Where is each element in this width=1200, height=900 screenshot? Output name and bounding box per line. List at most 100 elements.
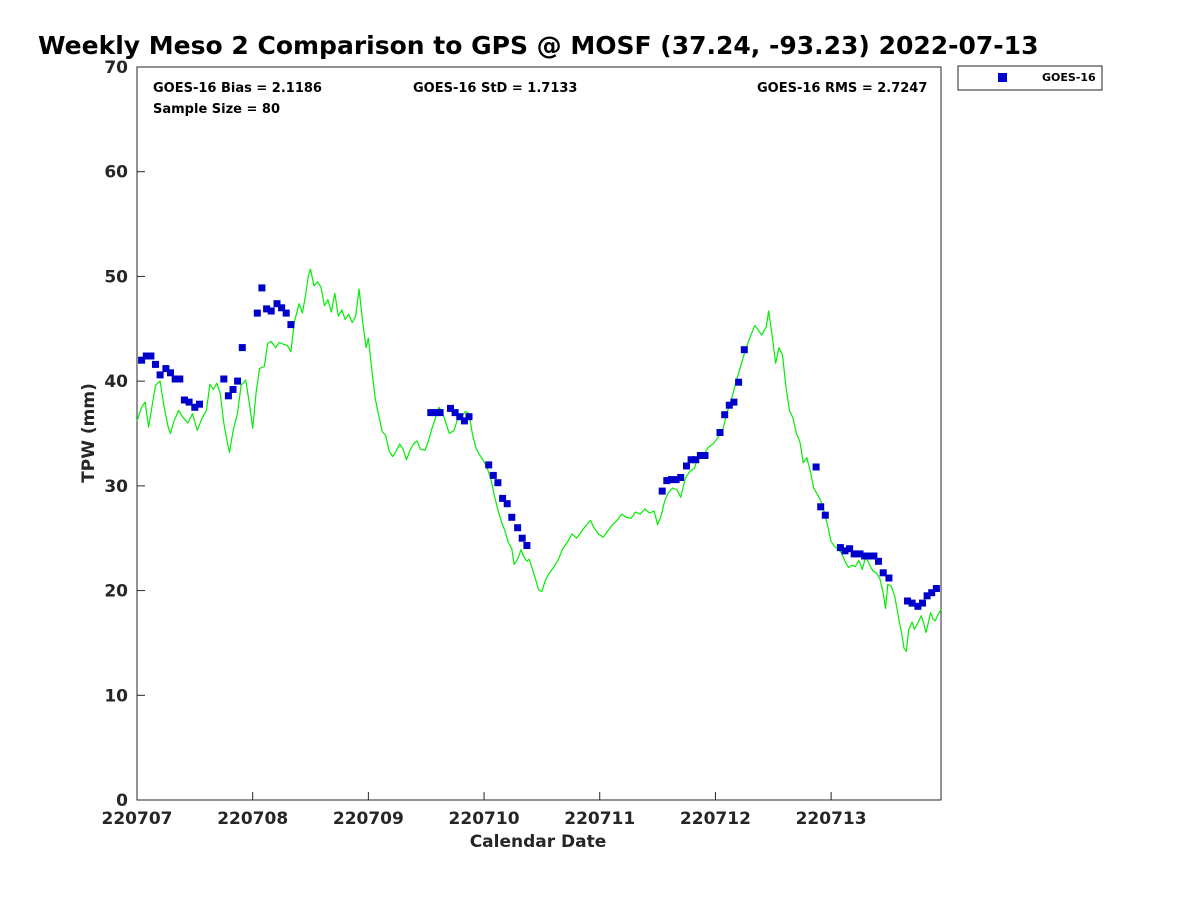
goes16-point — [846, 545, 854, 553]
goes16-point — [176, 375, 184, 383]
x-tick-label: 220713 — [796, 809, 867, 829]
goes16-point — [725, 401, 733, 409]
goes16-point — [677, 474, 685, 481]
goes16-point — [456, 413, 464, 421]
y-tick-label: 40 — [104, 372, 128, 392]
goes16-point — [885, 574, 893, 582]
goes16-point — [258, 284, 266, 292]
goes16-point — [278, 304, 286, 312]
x-axis-ticks: 220707 220708 220709 220710 220711 220712 2207… — [102, 792, 867, 829]
goes16-point — [508, 513, 516, 521]
goes16-point — [263, 305, 271, 313]
goes16-point — [171, 375, 179, 383]
y-tick-label: 70 — [104, 58, 128, 78]
goes16-point — [514, 524, 522, 532]
y-tick-label: 10 — [104, 686, 128, 706]
goes16-point — [932, 585, 940, 592]
goes16-point — [672, 476, 680, 484]
goes16-point — [287, 321, 295, 329]
goes16-point — [196, 400, 203, 408]
goes16-point — [836, 544, 844, 552]
goes16-point — [908, 599, 916, 607]
x-axis-label: Calendar Date — [470, 832, 607, 852]
series-layer — [136, 268, 942, 652]
goes16-point — [152, 360, 159, 368]
goes16-point — [923, 592, 931, 600]
goes16-point — [191, 403, 199, 411]
goes16-point — [861, 552, 869, 560]
plot-frame — [136, 66, 942, 801]
goes16-point — [919, 599, 926, 607]
goes16-point — [735, 378, 743, 386]
goes16-point — [220, 375, 228, 383]
legend-marker-goes16 — [998, 73, 1007, 82]
goes16-point — [875, 557, 882, 565]
goes16-point — [696, 452, 704, 459]
goes16-point — [238, 344, 246, 352]
x-tick-label: 220711 — [564, 809, 635, 829]
goes16-point — [730, 398, 738, 406]
goes16-point — [817, 503, 825, 511]
goes16-point — [234, 377, 242, 385]
bias-stat: GOES-16 Bias = 2.1186 — [153, 81, 322, 96]
goes16-point — [494, 479, 502, 487]
goes16-point — [740, 346, 748, 354]
goes16-point — [518, 534, 526, 542]
goes16-point — [465, 413, 473, 421]
goes16-point — [683, 462, 690, 470]
goes16-point — [427, 409, 435, 417]
goes16-point — [229, 386, 237, 393]
x-tick-label: 220712 — [680, 809, 751, 829]
goes16-point — [821, 511, 829, 519]
goes16-point — [914, 602, 922, 610]
goes16-point — [489, 471, 497, 479]
goes16-point — [879, 569, 887, 577]
chart-title: Weekly Meso 2 Comparison to GPS @ MOSF (… — [38, 31, 1038, 60]
goes16-point — [687, 456, 695, 464]
goes16-point — [162, 365, 170, 373]
goes16-point — [523, 542, 531, 549]
goes16-point — [499, 494, 507, 502]
goes16-point — [503, 500, 511, 508]
gps-series-line — [136, 268, 942, 652]
goes16-point — [224, 392, 232, 400]
goes16-point — [432, 409, 439, 417]
legend: GOES-16 — [957, 65, 1103, 91]
x-tick-label: 220710 — [449, 809, 520, 829]
y-tick-label: 50 — [104, 267, 128, 287]
goes16-point — [167, 369, 174, 377]
y-tick-label: 0 — [116, 791, 128, 811]
y-axis-label: TPW (mm) — [79, 383, 99, 483]
goes16-point — [856, 550, 864, 558]
goes16-point — [668, 476, 675, 484]
x-tick-label: 220708 — [217, 809, 288, 829]
goes16-point — [156, 371, 164, 379]
goes16-point — [436, 409, 444, 417]
goes16-point — [180, 396, 188, 404]
goes16-point — [267, 307, 275, 315]
legend-label-goes16: GOES-16 — [1042, 71, 1096, 84]
goes16-point — [485, 461, 493, 469]
y-tick-label: 20 — [104, 582, 128, 602]
y-tick-label: 60 — [104, 163, 128, 183]
sample-size-stat: Sample Size = 80 — [153, 102, 280, 117]
goes16-point — [904, 597, 911, 605]
goes16-point — [185, 398, 193, 406]
x-tick-label: 220709 — [333, 809, 404, 829]
goes16-point — [658, 487, 666, 495]
x-tick-label: 220707 — [102, 809, 173, 829]
goes16-point — [451, 409, 459, 417]
goes16-point — [812, 463, 820, 471]
goes16-point — [447, 404, 454, 412]
goes16-point — [692, 456, 700, 464]
goes16-point — [282, 309, 290, 317]
y-axis-ticks: 0 10 20 30 40 50 60 70 — [104, 58, 145, 811]
goes16-point — [253, 309, 261, 317]
std-stat: GOES-16 StD = 1.7133 — [413, 81, 577, 96]
goes16-point — [928, 589, 936, 597]
goes16-point — [850, 550, 858, 558]
goes16-point — [663, 477, 671, 485]
goes16-point — [870, 552, 878, 560]
legend-box — [957, 65, 1103, 91]
